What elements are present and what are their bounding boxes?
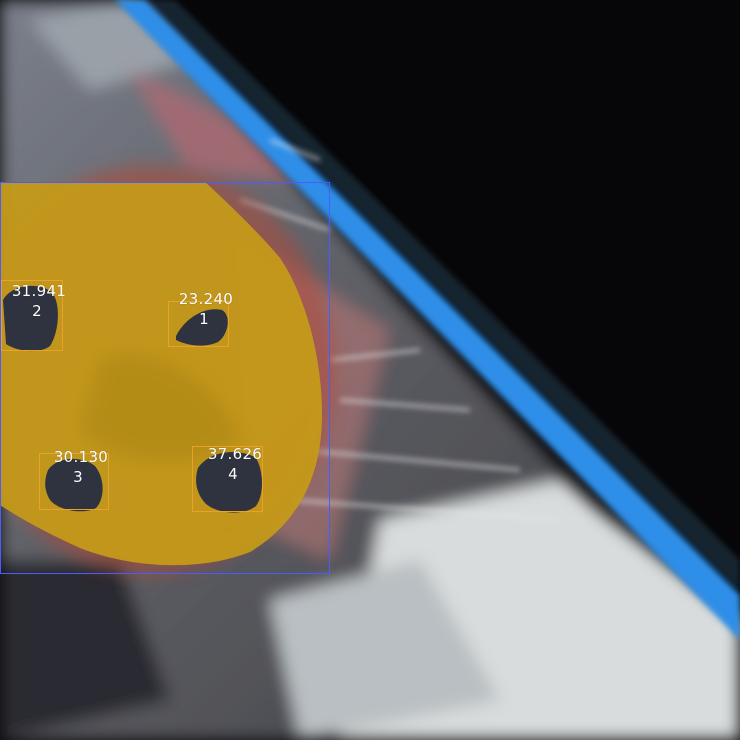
spot-box-4 [192,446,263,512]
blue-edge-stripe [115,0,740,640]
spot-2 [3,285,58,352]
spot-score-4: 37.626 [207,445,263,463]
spot-score-3: 30.130 [53,448,109,466]
spot-1 [176,309,228,346]
spot-score-1: 23.240 [178,290,234,308]
spot-id-3: 3 [73,468,83,486]
spot-score-2: 31.941 [11,282,67,300]
spot-box-1 [168,301,229,347]
roi-bounding-box [0,182,330,574]
spot-box-3 [39,453,109,510]
spot-box-2 [1,280,63,351]
spot-3 [45,458,103,512]
spot-id-1: 1 [199,310,209,328]
spot-4 [196,452,262,513]
spot-id-2: 2 [32,302,42,320]
spot-id-4: 4 [228,465,238,483]
mask-shading [80,354,240,462]
